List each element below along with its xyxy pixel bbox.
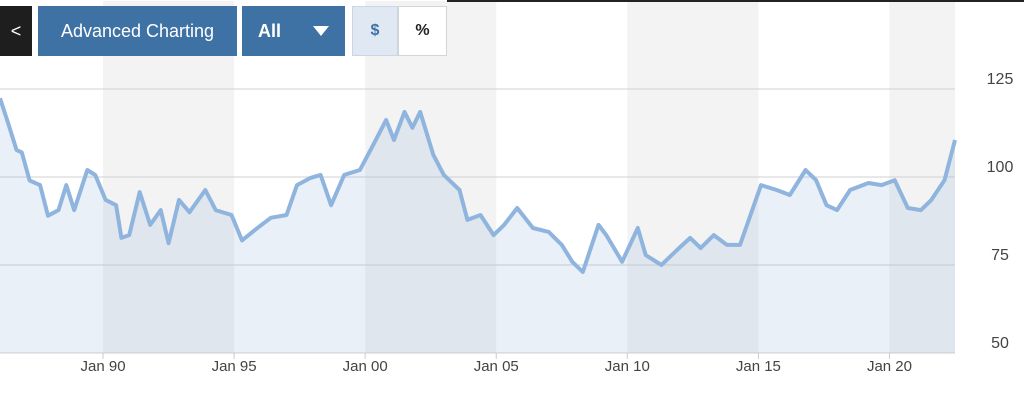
x-tick-label: Jan 15 xyxy=(736,358,781,375)
range-label: All xyxy=(258,20,282,41)
x-tick-label: Jan 95 xyxy=(212,358,257,375)
area-fill xyxy=(0,98,955,353)
top-border xyxy=(447,0,1024,2)
y-tick-label: 50 xyxy=(991,335,1009,352)
y-tick-label: 75 xyxy=(991,247,1009,264)
advanced-charting-button[interactable]: Advanced Charting xyxy=(38,6,237,56)
dollar-toggle[interactable]: $ xyxy=(352,6,398,56)
x-tick-label: Jan 05 xyxy=(474,358,519,375)
y-tick-label: 100 xyxy=(987,159,1014,176)
range-dropdown[interactable]: All xyxy=(242,6,345,56)
line xyxy=(0,97,957,274)
y-tick-label: 125 xyxy=(987,71,1014,88)
x-tick-label: Jan 20 xyxy=(867,358,912,375)
dropdown-arrow xyxy=(313,26,329,36)
back-button[interactable]: < xyxy=(0,6,32,56)
x-tick-label: Jan 90 xyxy=(81,358,126,375)
x-tick-label: Jan 00 xyxy=(343,358,388,375)
x-tick-label: Jan 10 xyxy=(605,358,650,375)
percent-toggle[interactable]: % xyxy=(398,6,447,56)
